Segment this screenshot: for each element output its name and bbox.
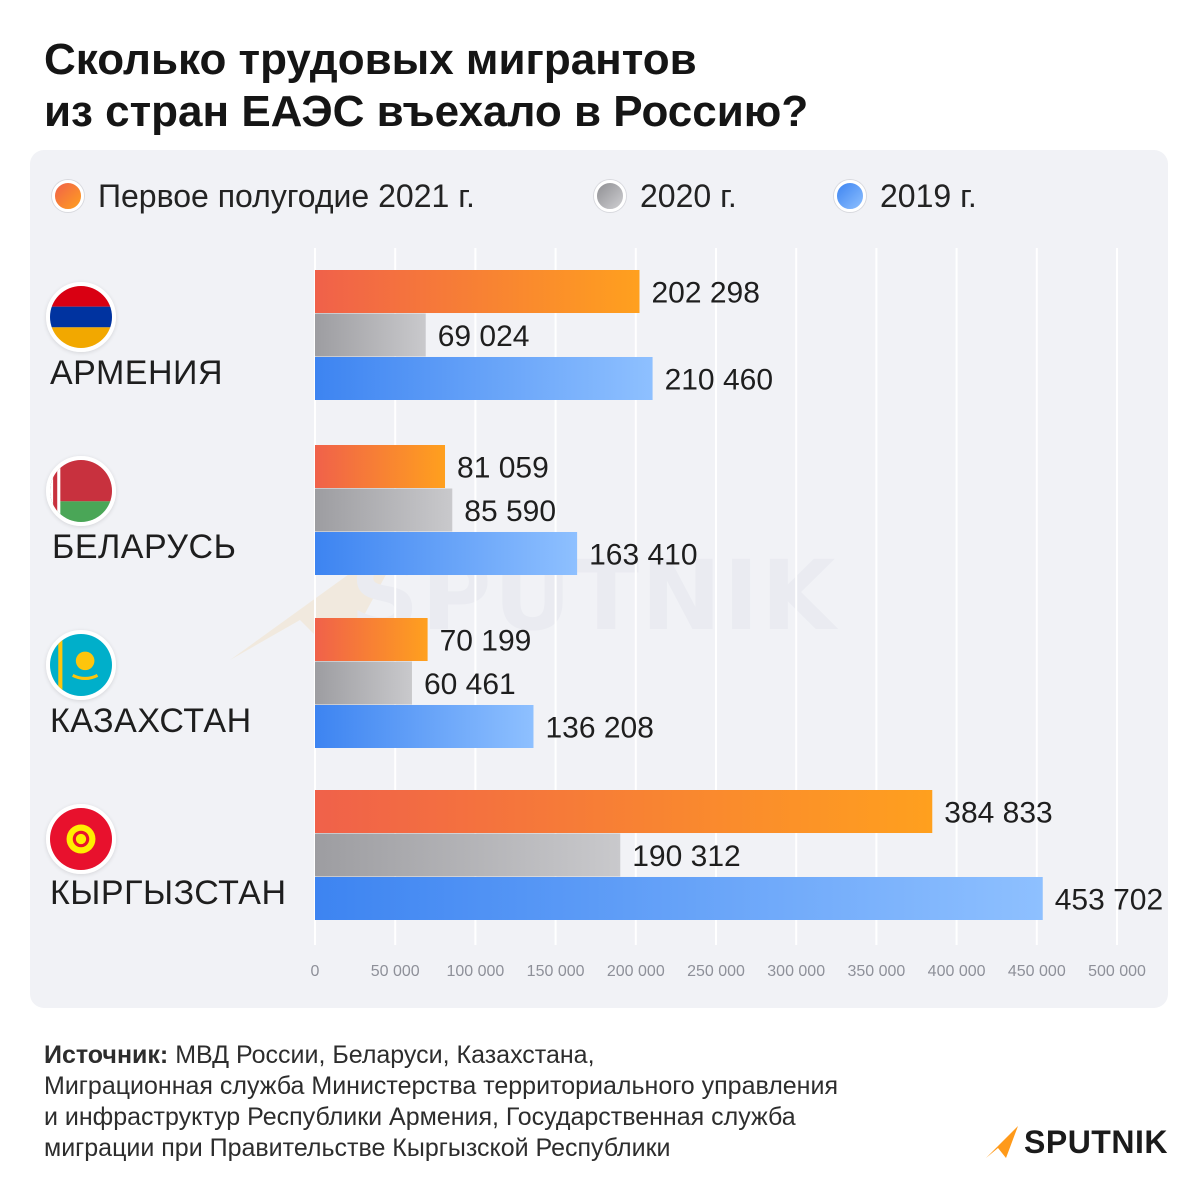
source-label: Источник: bbox=[44, 1041, 169, 1069]
source-line-4: миграции при Правительстве Кыргызской Ре… bbox=[44, 1134, 671, 1162]
kyrgyzstan-flag-icon bbox=[46, 804, 116, 874]
kazakhstan-flag-icon bbox=[46, 630, 116, 700]
bar-2019-3 bbox=[315, 877, 1043, 920]
x-tick-label: 0 bbox=[311, 963, 320, 980]
belarus-flag-icon bbox=[46, 456, 116, 526]
country-label-armenia: АРМЕНИЯ bbox=[50, 354, 224, 392]
x-tick-label: 350 000 bbox=[847, 963, 905, 980]
source-line-1: МВД России, Беларуси, Казахстана, bbox=[168, 1041, 595, 1069]
bar-2019-0 bbox=[315, 357, 653, 400]
legend-swatch-2020 bbox=[594, 180, 626, 212]
x-tick-label: 300 000 bbox=[767, 963, 825, 980]
legend-swatch-2019 bbox=[834, 180, 866, 212]
bar-2020-0 bbox=[315, 313, 426, 357]
chart-tick-labels: 0 50 000 100 000 150 000 200 000 250 000 300 0… bbox=[311, 963, 1146, 980]
bar-2021-2 bbox=[315, 618, 428, 661]
bar-chart: 202 298 69 024 210 460 81 059 85 590 163 410 7… bbox=[311, 248, 1163, 980]
bar-2020-1 bbox=[315, 488, 453, 532]
x-tick-label: 250 000 bbox=[687, 963, 745, 980]
country-label-belarus: БЕЛАРУСЬ bbox=[52, 528, 237, 566]
bar-2019-2 bbox=[315, 705, 534, 748]
title-line-2: из стран ЕАЭС въехало в Россию? bbox=[44, 87, 809, 136]
legend-item-2021: Первое полугодие 2021 г. bbox=[52, 172, 475, 220]
data-label-2019-1: 163 410 bbox=[589, 539, 697, 572]
page-title: Сколько трудовых мигрантов из стран ЕАЭС… bbox=[44, 34, 1144, 138]
data-label-2021-3: 384 833 bbox=[944, 797, 1052, 830]
data-label-2020-2: 60 461 bbox=[424, 668, 516, 701]
source-note: Источник: МВД России, Беларуси, Казахста… bbox=[44, 1040, 944, 1164]
x-tick-label: 150 000 bbox=[527, 963, 585, 980]
legend-label-2021: Первое полугодие 2021 г. bbox=[98, 177, 475, 214]
chart-data-labels: 202 298 69 024 210 460 81 059 85 590 163 410 7… bbox=[424, 277, 1163, 917]
data-label-2020-1: 85 590 bbox=[464, 495, 556, 528]
title-line-1: Сколько трудовых мигрантов bbox=[44, 35, 697, 84]
chart-legend: Первое полугодие 2021 г. 2020 г. 2019 г. bbox=[52, 172, 1152, 220]
data-label-2021-0: 202 298 bbox=[651, 277, 759, 310]
chart-bars bbox=[315, 270, 1043, 920]
country-label-kazakhstan: КАЗАХСТАН bbox=[50, 702, 252, 740]
bar-2021-0 bbox=[315, 270, 640, 313]
source-line-3: и инфраструктур Республики Армения, Госу… bbox=[44, 1103, 796, 1131]
data-label-2019-2: 136 208 bbox=[545, 712, 653, 745]
legend-swatch-2021 bbox=[52, 180, 84, 212]
source-line-2: Миграционная служба Министерства террито… bbox=[44, 1072, 838, 1100]
data-label-2020-0: 69 024 bbox=[438, 320, 530, 353]
data-label-2019-0: 210 460 bbox=[665, 364, 773, 397]
x-tick-label: 100 000 bbox=[446, 963, 504, 980]
data-label-2021-1: 81 059 bbox=[457, 452, 549, 485]
legend-item-2020: 2020 г. bbox=[594, 172, 737, 220]
bar-2020-3 bbox=[315, 833, 621, 877]
legend-item-2019: 2019 г. bbox=[834, 172, 977, 220]
bar-2019-1 bbox=[315, 532, 578, 575]
sputnik-logo: SPUTNIK bbox=[984, 1120, 1168, 1164]
x-tick-label: 200 000 bbox=[607, 963, 665, 980]
x-tick-label: 450 000 bbox=[1008, 963, 1066, 980]
data-label-2021-2: 70 199 bbox=[440, 625, 532, 658]
bar-2020-2 bbox=[315, 661, 412, 705]
sputnik-logo-text: SPUTNIK bbox=[1024, 1123, 1168, 1160]
bar-2021-1 bbox=[315, 445, 446, 488]
sputnik-logo-icon bbox=[986, 1126, 1018, 1158]
x-tick-label: 400 000 bbox=[928, 963, 986, 980]
x-tick-label: 50 000 bbox=[371, 963, 420, 980]
data-label-2020-3: 190 312 bbox=[632, 840, 740, 873]
x-tick-label: 500 000 bbox=[1088, 963, 1146, 980]
legend-label-2020: 2020 г. bbox=[640, 177, 737, 214]
data-label-2019-3: 453 702 bbox=[1055, 884, 1163, 917]
armenia-flag-icon bbox=[46, 282, 116, 352]
bar-2021-3 bbox=[315, 790, 933, 833]
country-label-kyrgyzstan: КЫРГЫЗСТАН bbox=[50, 874, 287, 912]
legend-label-2019: 2019 г. bbox=[880, 177, 977, 214]
